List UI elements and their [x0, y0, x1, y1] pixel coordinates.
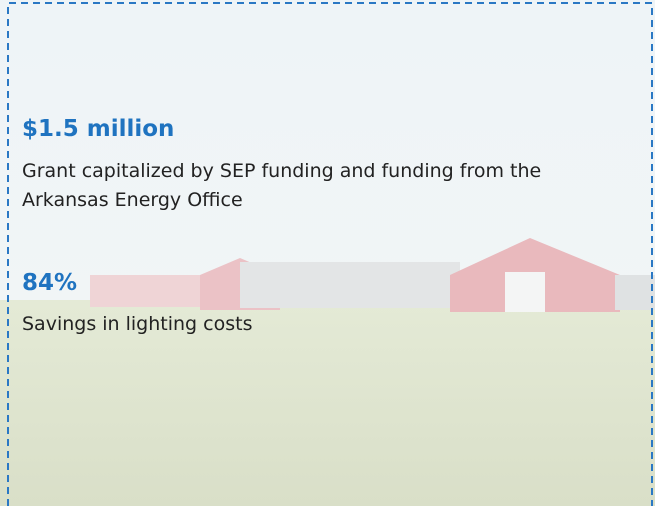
stat-value: 84% — [22, 270, 78, 296]
stat-value: $1.5 million — [22, 116, 175, 142]
stat-description: Savings in lighting costs — [22, 313, 253, 335]
stat-description: Grant capitalized by SEP funding and fun… — [22, 160, 542, 211]
